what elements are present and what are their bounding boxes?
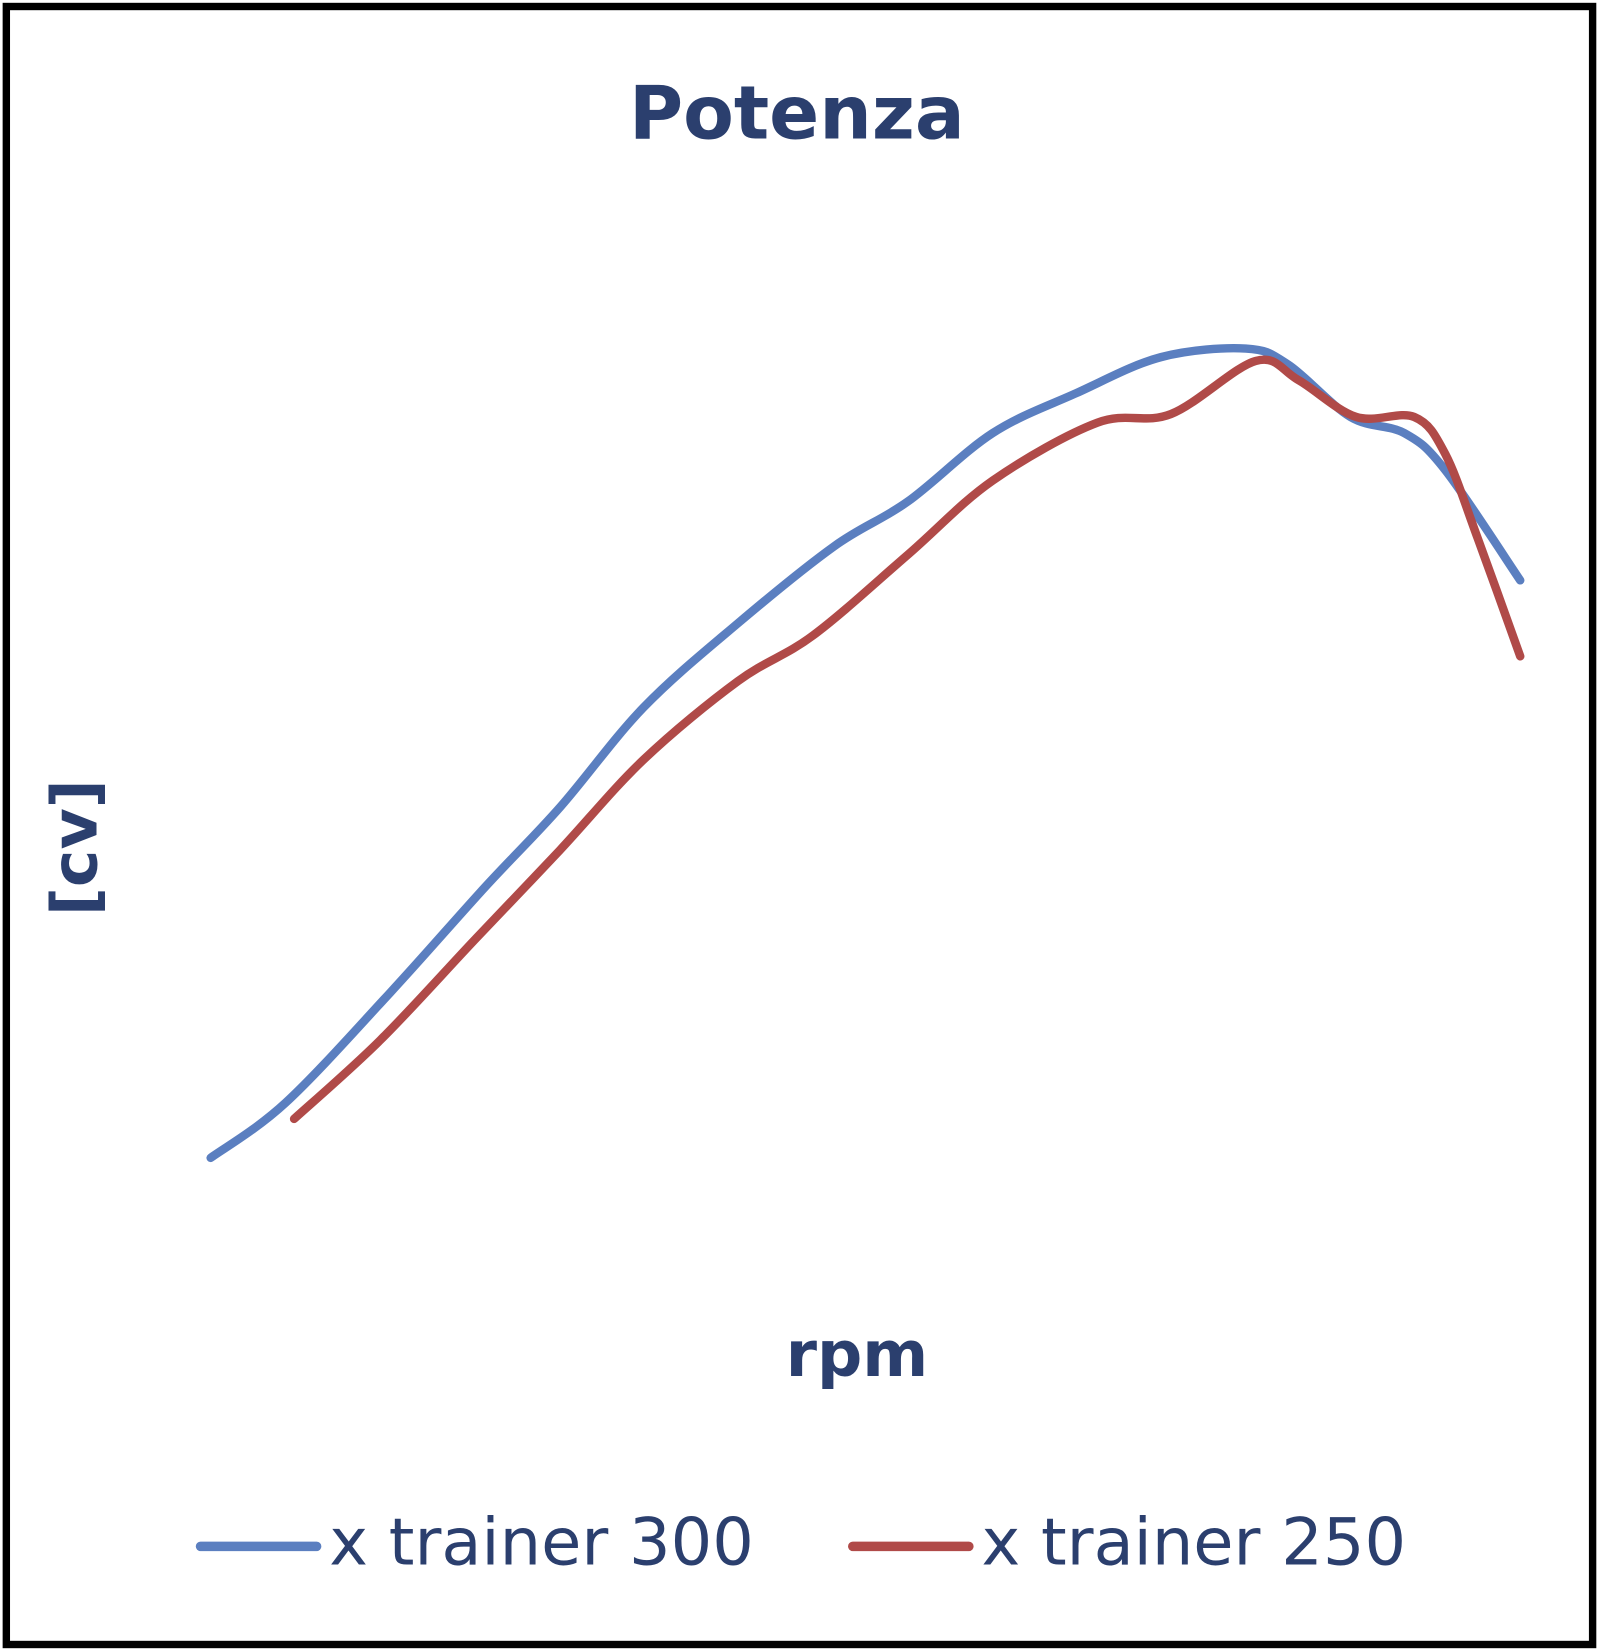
line-series [289, 355, 1525, 1124]
legend-label: x trainer 300 [329, 1504, 754, 1580]
y-axis-label: [cv] [38, 779, 112, 916]
chart-title: Potenza [629, 70, 965, 156]
legend-label: x trainer 250 [982, 1504, 1407, 1580]
x-axis-label: rpm [786, 1317, 929, 1391]
